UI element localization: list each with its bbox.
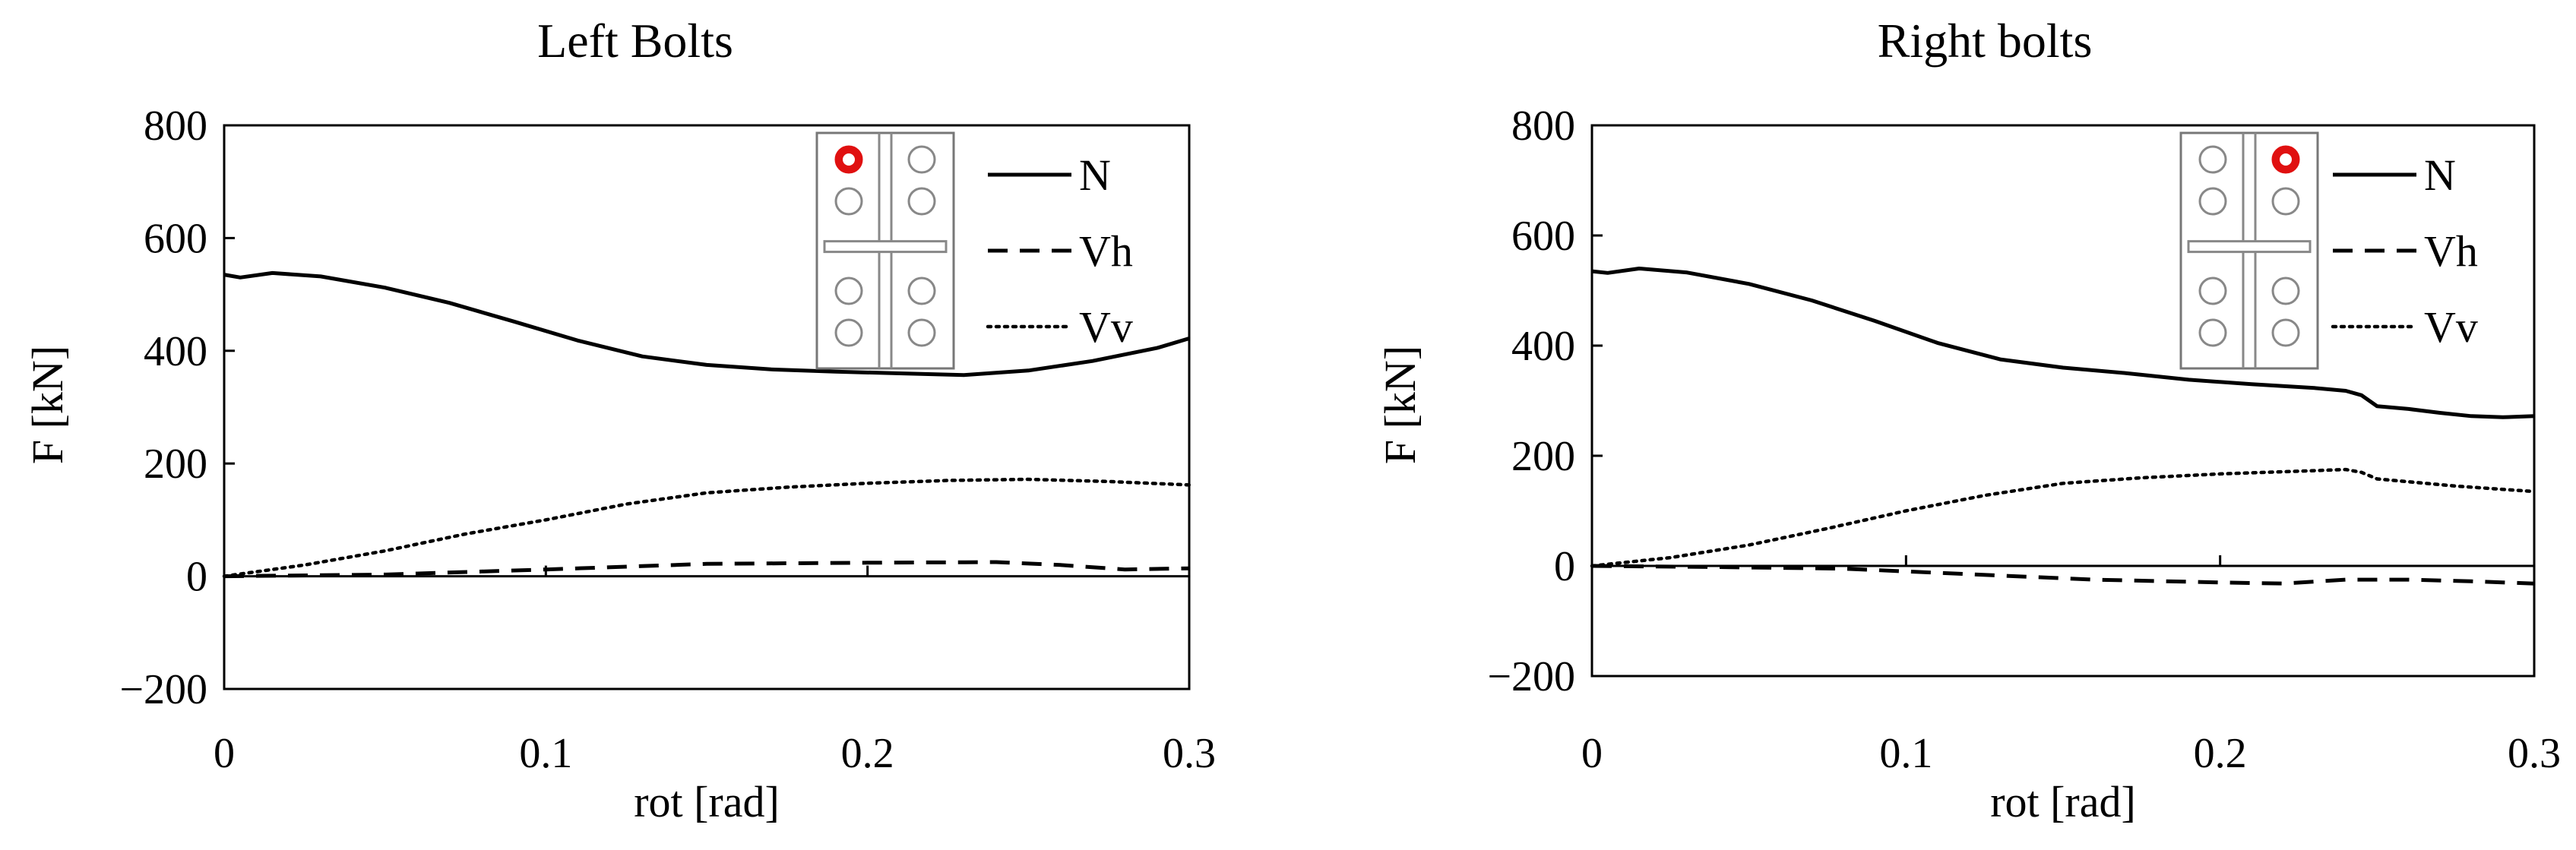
bolt [2198,318,2227,347]
legend-label: Vh [2424,226,2478,276]
x-tick-label: 0.1 [1879,730,1932,777]
bolt [834,276,863,305]
legend-label: N [1079,150,1111,200]
y-tick-label: 0 [1554,543,1575,590]
series-line-n [1591,267,2535,419]
legend-label: N [2424,150,2456,200]
bolt [907,187,936,216]
chart-title: Right bolts [1878,14,2093,68]
y-tick-label: 200 [144,441,207,488]
x-axis-label: rot [rad] [1990,777,2136,826]
y-tick-label: −200 [119,666,207,713]
series-line-vv [1590,467,2536,568]
y-axis-label: F [kN] [23,346,72,464]
bolt [2198,145,2227,174]
bolt [834,187,863,216]
y-tick-label: 600 [1511,213,1575,260]
bolt-layout-inset [815,131,955,370]
legend-label: Vv [2424,302,2478,352]
y-tick-label: 400 [1511,323,1575,370]
bolt [907,276,936,305]
legend-label: Vh [1079,226,1133,276]
legend-label: Vv [1079,302,1133,352]
x-tick-label: 0.2 [841,730,894,777]
bolt-layout-inset [2179,131,2319,370]
bolt [907,318,936,347]
x-tick-label: 0.2 [2194,730,2247,777]
y-tick-label: −200 [1487,653,1575,700]
y-tick-label: 400 [144,328,207,375]
x-axis-label: rot [rad] [634,777,780,826]
y-tick-label: 600 [144,215,207,262]
bolt [2198,187,2227,216]
x-tick-label: 0 [1581,730,1603,777]
x-tick-label: 0 [214,730,235,777]
bolt [2198,276,2227,305]
bolt [2271,276,2300,305]
y-tick-label: 800 [144,103,207,150]
highlighted-bolt-core [843,153,855,166]
chart-title: Left Bolts [537,14,733,68]
y-axis-label: F [kN] [1375,346,1425,464]
y-tick-label: 0 [186,554,207,601]
x-tick-label: 0.3 [2508,730,2561,777]
bolt [2271,187,2300,216]
x-tick-label: 0.1 [519,730,572,777]
series-line-vh [1591,564,2535,586]
chart-right-bolts: Right bolts rot [rad] F [kN] 800 600 400 20… [1375,14,2561,826]
bolt [834,318,863,347]
plot-frame [1590,124,2536,678]
bolt [2271,318,2300,347]
chart-left-bolts: Left Bolts rot [rad] F [kN] 800 600 400 200… [23,14,1216,826]
y-tick-label: 200 [1511,433,1575,480]
series-line-vv [222,477,1191,578]
series-line-n [223,270,1190,378]
plot-frame [223,124,1191,690]
bolt [907,145,936,174]
x-tick-label: 0.3 [1163,730,1216,777]
inset-flange [2187,240,2312,254]
inset-flange [823,240,948,254]
series-line-vh [223,560,1190,579]
y-tick-label: 800 [1511,103,1575,150]
highlighted-bolt-core [2280,153,2292,166]
